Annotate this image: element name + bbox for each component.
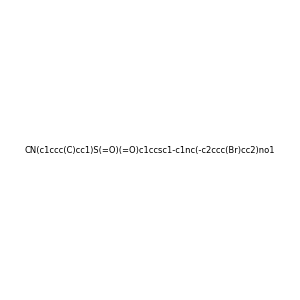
Text: CN(c1ccc(C)cc1)S(=O)(=O)c1ccsc1-c1nc(-c2ccc(Br)cc2)no1: CN(c1ccc(C)cc1)S(=O)(=O)c1ccsc1-c1nc(-c2… (25, 146, 275, 154)
